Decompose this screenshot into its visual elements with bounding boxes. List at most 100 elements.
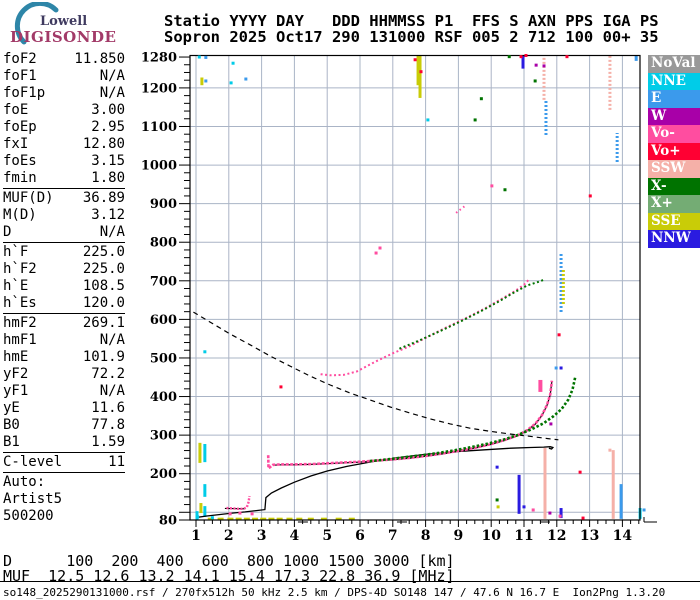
auto-info-row: Auto: — [3, 474, 46, 490]
param-value: 12.80 — [82, 136, 125, 152]
param-value: 225.0 — [82, 261, 125, 277]
param-row: C-level 11 — [3, 454, 125, 471]
param-row: foF1p N/A — [3, 85, 125, 102]
y-axis-label: 1100 — [141, 120, 177, 135]
x-axis-label: 11 — [514, 528, 533, 544]
param-value: N/A — [99, 68, 125, 84]
param-label: foEs — [3, 153, 37, 169]
x-axis-label: 5 — [322, 528, 332, 544]
legend-item-ssw: SSW — [648, 160, 700, 178]
legend-item-vo: Vo- — [648, 125, 700, 143]
logo-lowell-text: Lowell — [40, 14, 88, 29]
param-label: h`E — [3, 278, 29, 294]
param-label: MUF(D) — [3, 190, 54, 206]
param-value: 3.12 — [91, 207, 125, 223]
muf-scale-row: MUF 12.5 12.6 13.2 14.1 15.4 17.3 22.8 3… — [3, 567, 455, 585]
logo-arc-icon — [14, 2, 59, 45]
param-row: foF2 11.850 — [3, 51, 125, 68]
param-row: foEp 2.95 — [3, 119, 125, 136]
series-true-height-profile — [197, 446, 555, 518]
y-axis-label: 200 — [150, 467, 177, 482]
y-axis-label: 600 — [150, 313, 177, 328]
panel-divider — [3, 452, 125, 453]
x-axis-label: 10 — [481, 528, 501, 544]
param-value: N/A — [99, 224, 125, 240]
legend-item-nne: NNE — [648, 72, 700, 90]
param-row: hmE 101.9 — [3, 349, 125, 366]
param-label: h`Es — [3, 295, 37, 311]
param-row: yE 11.6 — [3, 400, 125, 417]
series-f-trace-x-mode — [369, 377, 577, 463]
param-label: D — [3, 224, 12, 240]
param-label: fmin — [3, 170, 37, 186]
param-value: 1.59 — [91, 434, 125, 450]
param-label: hmF1 — [3, 332, 37, 348]
series-second-hop-x-mode — [399, 278, 545, 350]
param-row: M(D) 3.12 — [3, 207, 125, 224]
param-row: foE 3.00 — [3, 102, 125, 119]
param-value: N/A — [99, 383, 125, 399]
x-axis-label: 9 — [454, 528, 464, 544]
auto-info-row: Artist5 — [3, 491, 63, 507]
param-value: 11 — [108, 454, 125, 470]
param-value: 11.850 — [74, 51, 125, 67]
legend-item-vo: Vo+ — [648, 142, 700, 160]
param-row: foF1 N/A — [3, 68, 125, 85]
param-row: fmin 1.80 — [3, 170, 125, 187]
y-axis-label: 1000 — [141, 159, 177, 174]
y-axis-label: 900 — [150, 197, 177, 212]
param-label: h`F2 — [3, 261, 37, 277]
d-scale-row: D 100 200 400 600 800 1000 1500 3000 [km… — [3, 552, 455, 570]
param-value: 11.6 — [91, 400, 125, 416]
x-axis-label: 13 — [580, 528, 599, 544]
param-value: 36.89 — [82, 190, 125, 206]
param-label: h`F — [3, 244, 29, 260]
series-second-hop-o-mode — [320, 278, 530, 377]
param-label: yF1 — [3, 383, 29, 399]
y-axis-label: 300 — [150, 429, 177, 444]
param-value: 1.80 — [91, 170, 125, 186]
param-label: B0 — [3, 417, 20, 433]
x-axis-label: 12 — [547, 528, 566, 544]
legend-item-nnw: NNW — [648, 230, 700, 248]
param-row: h`F2 225.0 — [3, 261, 125, 278]
param-label: foF2 — [3, 51, 37, 67]
param-label: foF1p — [3, 85, 46, 101]
param-value: 77.8 — [91, 417, 125, 433]
digisonde-logo: Lowell DIGISONDE — [4, 2, 134, 48]
series-f-trace-artist-fit — [273, 381, 553, 466]
param-label: yE — [3, 400, 20, 416]
x-axis-label: 3 — [257, 528, 267, 544]
legend-item-x: X- — [648, 177, 700, 195]
param-row: B1 1.59 — [3, 434, 125, 451]
panel-divider — [3, 313, 125, 314]
legend-item-x: X+ — [648, 195, 700, 213]
param-label: foEp — [3, 119, 37, 135]
param-value: 72.2 — [91, 366, 125, 382]
y-axis-label: 800 — [150, 236, 177, 251]
param-label: foF1 — [3, 68, 37, 84]
param-row: B0 77.8 — [3, 417, 125, 434]
legend-item-noval: NoVal — [648, 55, 700, 73]
y-axis-label: 1280 — [141, 51, 177, 66]
panel-divider — [3, 188, 125, 189]
param-label: M(D) — [3, 207, 37, 223]
param-value: 269.1 — [82, 315, 125, 331]
param-value: N/A — [99, 85, 125, 101]
y-axis-label: 80 — [159, 514, 177, 529]
param-row: hmF2 269.1 — [3, 315, 125, 332]
legend-item-w: W — [648, 107, 700, 125]
logo-digisonde-text: DIGISONDE — [10, 28, 117, 46]
param-row: yF2 72.2 — [3, 366, 125, 383]
x-axis-label: 7 — [388, 528, 398, 544]
x-axis-label: 14 — [613, 528, 633, 544]
series-third-hop-o-mode — [455, 205, 466, 214]
ionogram-plot: 1280120011001000900800700600500400300200… — [141, 51, 657, 544]
header-field-values: Sopron 2025 Oct17 290 131000 RSF 005 2 7… — [164, 28, 659, 46]
series-f-trace-o-mode — [266, 380, 554, 471]
param-value: 101.9 — [82, 349, 125, 365]
series-e-trace-o-mode — [226, 495, 251, 510]
parameter-panel: foF2 11.850 foF1 N/A foF1p N/A foE 3.00 foEp 2.95… — [3, 51, 125, 525]
panel-divider — [3, 472, 125, 473]
